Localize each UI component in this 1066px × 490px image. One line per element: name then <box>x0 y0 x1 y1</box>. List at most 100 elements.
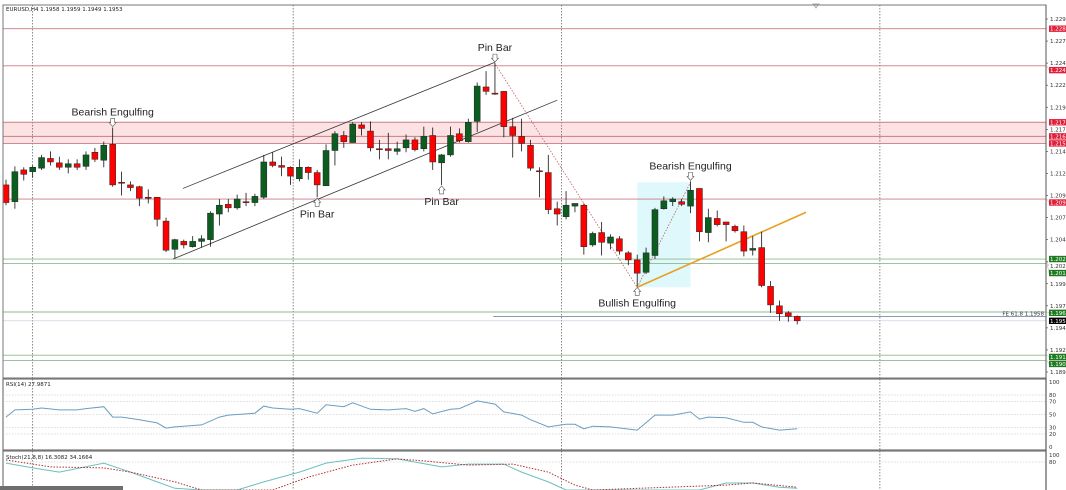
candle[interactable] <box>358 122 365 136</box>
candle[interactable] <box>651 207 659 260</box>
candle[interactable] <box>456 128 463 143</box>
candle[interactable] <box>482 71 490 95</box>
candle[interactable] <box>713 210 721 227</box>
trendline-channel-upper[interactable] <box>182 61 496 189</box>
trendline-dotted-red[interactable] <box>493 62 638 288</box>
candle[interactable] <box>536 167 543 198</box>
candle[interactable] <box>2 179 10 206</box>
candle[interactable] <box>144 189 152 204</box>
candle[interactable] <box>473 82 481 132</box>
candle[interactable] <box>278 156 285 177</box>
candle[interactable] <box>589 231 596 247</box>
chart-shift-marker-icon[interactable] <box>812 3 820 9</box>
candle[interactable] <box>642 247 650 275</box>
candle[interactable] <box>11 166 19 209</box>
candle[interactable] <box>420 126 428 152</box>
candle[interactable] <box>162 217 170 252</box>
candle[interactable] <box>100 141 108 168</box>
candle[interactable] <box>527 139 534 171</box>
candle[interactable] <box>793 315 801 325</box>
candle[interactable] <box>518 118 525 152</box>
candle[interactable] <box>198 235 205 248</box>
candle[interactable] <box>109 127 116 187</box>
candle[interactable] <box>73 159 81 170</box>
candle[interactable] <box>287 166 294 185</box>
candle[interactable] <box>20 167 28 181</box>
candle[interactable] <box>296 159 303 182</box>
candle[interactable] <box>242 192 250 207</box>
candle[interactable] <box>740 225 748 257</box>
candle[interactable] <box>402 134 410 153</box>
candle[interactable] <box>562 191 570 220</box>
candle[interactable] <box>722 221 730 242</box>
candle[interactable] <box>349 122 356 143</box>
candle[interactable] <box>731 224 739 233</box>
candle[interactable] <box>269 152 276 168</box>
candle[interactable] <box>225 199 232 213</box>
candle[interactable] <box>625 251 632 266</box>
candle[interactable] <box>447 126 454 157</box>
scrollbar[interactable] <box>0 486 123 490</box>
candle[interactable] <box>696 188 703 242</box>
candle[interactable] <box>758 231 765 288</box>
candle[interactable] <box>313 169 321 198</box>
candle[interactable] <box>438 154 445 185</box>
candle[interactable] <box>331 131 339 166</box>
candle[interactable] <box>678 199 685 207</box>
candle[interactable] <box>767 281 774 313</box>
candle[interactable] <box>322 144 330 187</box>
candle[interactable] <box>749 236 757 256</box>
candle[interactable] <box>616 236 623 255</box>
candle[interactable] <box>82 151 90 170</box>
candle[interactable] <box>429 127 436 170</box>
candle[interactable] <box>233 194 241 210</box>
candle[interactable] <box>580 203 588 255</box>
candle[interactable] <box>180 239 188 249</box>
candle[interactable] <box>29 165 36 178</box>
price-pane[interactable]: FE 61.8 1.19581.22951.22841.22701.22451.… <box>2 4 1066 490</box>
candle[interactable] <box>118 171 125 196</box>
candle[interactable] <box>136 185 143 207</box>
candle[interactable] <box>687 181 694 214</box>
candle[interactable] <box>411 137 419 152</box>
candle[interactable] <box>305 166 312 180</box>
candle[interactable] <box>660 196 668 210</box>
candle[interactable] <box>251 193 259 207</box>
candle[interactable] <box>705 208 712 243</box>
candle[interactable] <box>553 201 561 226</box>
candle[interactable] <box>465 118 472 143</box>
candle[interactable] <box>189 236 196 248</box>
candle[interactable] <box>509 117 516 158</box>
trendline-channel-lower[interactable] <box>172 99 558 260</box>
candle[interactable] <box>56 156 63 170</box>
candle[interactable] <box>491 63 499 95</box>
candle[interactable] <box>38 154 45 170</box>
candle[interactable] <box>171 238 179 259</box>
candle[interactable] <box>64 159 72 174</box>
candle[interactable] <box>545 154 552 215</box>
candle[interactable] <box>340 131 348 148</box>
candle[interactable] <box>153 197 161 227</box>
candle[interactable] <box>367 121 374 152</box>
candle[interactable] <box>571 203 579 213</box>
candle[interactable] <box>260 154 268 200</box>
candle[interactable] <box>669 197 676 207</box>
candle[interactable] <box>776 300 783 321</box>
candle[interactable] <box>393 141 401 155</box>
candle[interactable] <box>607 234 614 250</box>
candle[interactable] <box>500 91 508 138</box>
candle[interactable] <box>785 311 792 322</box>
candle[interactable] <box>47 151 54 166</box>
candle[interactable] <box>207 211 214 247</box>
candle[interactable] <box>216 199 223 226</box>
candle[interactable] <box>91 147 99 162</box>
trendline-orange[interactable] <box>636 211 807 289</box>
candle[interactable] <box>633 254 641 287</box>
candle[interactable] <box>376 139 383 160</box>
candle[interactable] <box>385 132 392 160</box>
candle[interactable] <box>598 221 605 256</box>
candle[interactable] <box>127 181 134 192</box>
